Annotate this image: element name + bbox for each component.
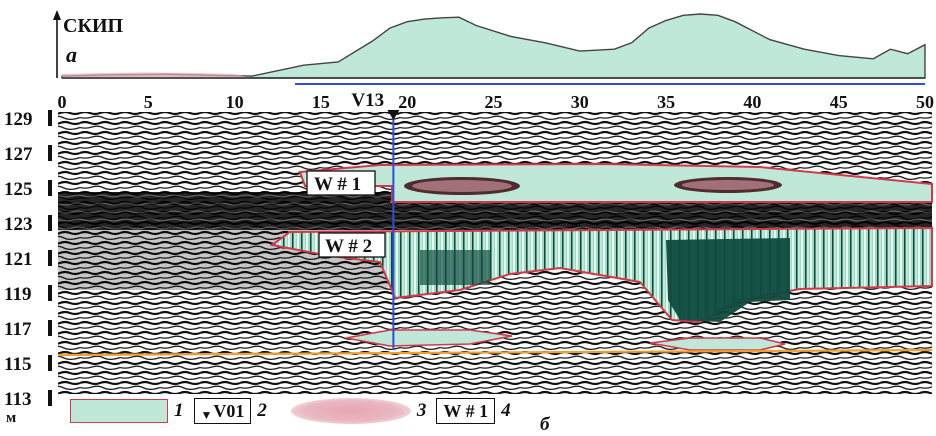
depth-tick-mark xyxy=(48,110,52,126)
x-tick-label: 5 xyxy=(144,92,153,112)
water-zone-3 xyxy=(345,329,513,347)
depth-tick-mark xyxy=(48,180,52,196)
marker-label: V13 xyxy=(351,90,384,111)
depth-tick-label: 115 xyxy=(4,354,31,375)
pink-dip-area xyxy=(62,72,252,78)
label-box-w2: W # 2 xyxy=(318,232,386,258)
orange-horizon-line xyxy=(57,348,933,357)
profile-layer xyxy=(61,13,926,85)
profile-area xyxy=(61,13,926,79)
legend-label-text: W # 1 xyxy=(443,400,489,421)
legend-number-4: 4 xyxy=(501,400,511,421)
legend-marker-text: V01 xyxy=(213,400,245,421)
legend-label-box: W # 1 xyxy=(436,398,496,424)
x-tick-label: 30 xyxy=(571,92,589,112)
legend-marker-box: ▼ V01 xyxy=(193,398,252,424)
x-tick-label: 25 xyxy=(485,92,503,112)
x-tick-label: 10 xyxy=(226,92,244,112)
label-box-w1: W # 1 xyxy=(306,170,376,196)
x-tick-label: 20 xyxy=(398,92,416,112)
panel-letter-b: б xyxy=(540,414,550,435)
depth-tick-mark xyxy=(48,320,52,336)
legend: 1 ▼ V01 2 3 W # 1 4 xyxy=(70,396,521,426)
legend-pink-swatch xyxy=(290,398,411,424)
x-tick-labels: 0 5 10 15 20 25 30 35 40 45 50 xyxy=(58,92,935,112)
depth-tick-mark xyxy=(48,285,52,301)
water-label-2: W # 2 xyxy=(325,236,372,257)
depth-tick-mark xyxy=(48,250,52,266)
depth-tick-label: 121 xyxy=(4,249,33,270)
depth-tick-mark xyxy=(48,390,52,406)
x-tick-label: 40 xyxy=(743,92,761,112)
depth-tick-label: 127 xyxy=(4,144,33,165)
legend-green-swatch xyxy=(70,399,168,423)
water-zone-4 xyxy=(649,337,786,351)
y-axis-arrow-icon xyxy=(53,10,61,20)
y-axis-label: СКИП xyxy=(63,15,124,37)
depth-tick-label: 125 xyxy=(4,179,33,200)
depth-tick-label: 117 xyxy=(4,319,32,340)
depth-tick-label: 119 xyxy=(4,284,31,305)
x-tick-label: 45 xyxy=(830,92,848,112)
legend-number-1: 1 xyxy=(174,400,184,421)
depth-tick-label: 113 xyxy=(4,389,31,410)
radargram: W # 1 W # 2 V13 129127125123121119117115… xyxy=(4,90,933,426)
marker-triangle-icon xyxy=(387,110,400,120)
x-tick-label: 15 xyxy=(312,92,330,112)
panel-letter-a: а xyxy=(66,42,77,67)
depth-tick-mark xyxy=(48,215,52,231)
legend-number-2: 2 xyxy=(257,400,267,421)
depth-tick-mark xyxy=(48,145,52,161)
marker-triangle-icon: ▼ xyxy=(200,407,213,422)
depth-tick-label: 123 xyxy=(4,214,33,235)
legend-number-3: 3 xyxy=(416,400,427,421)
x-tick-label: 0 xyxy=(58,92,67,112)
depth-unit-label: м xyxy=(6,410,16,426)
depth-tick-mark xyxy=(48,355,52,371)
depth-tick-label: 129 xyxy=(4,109,33,130)
depth-axis: 129 127 125 123 121 119 117 115 113 xyxy=(4,109,52,410)
dark-water-area xyxy=(666,238,790,322)
x-tick-label: 35 xyxy=(657,92,675,112)
water-label-1: W # 1 xyxy=(314,174,361,195)
x-tick-label: 50 xyxy=(916,92,934,112)
